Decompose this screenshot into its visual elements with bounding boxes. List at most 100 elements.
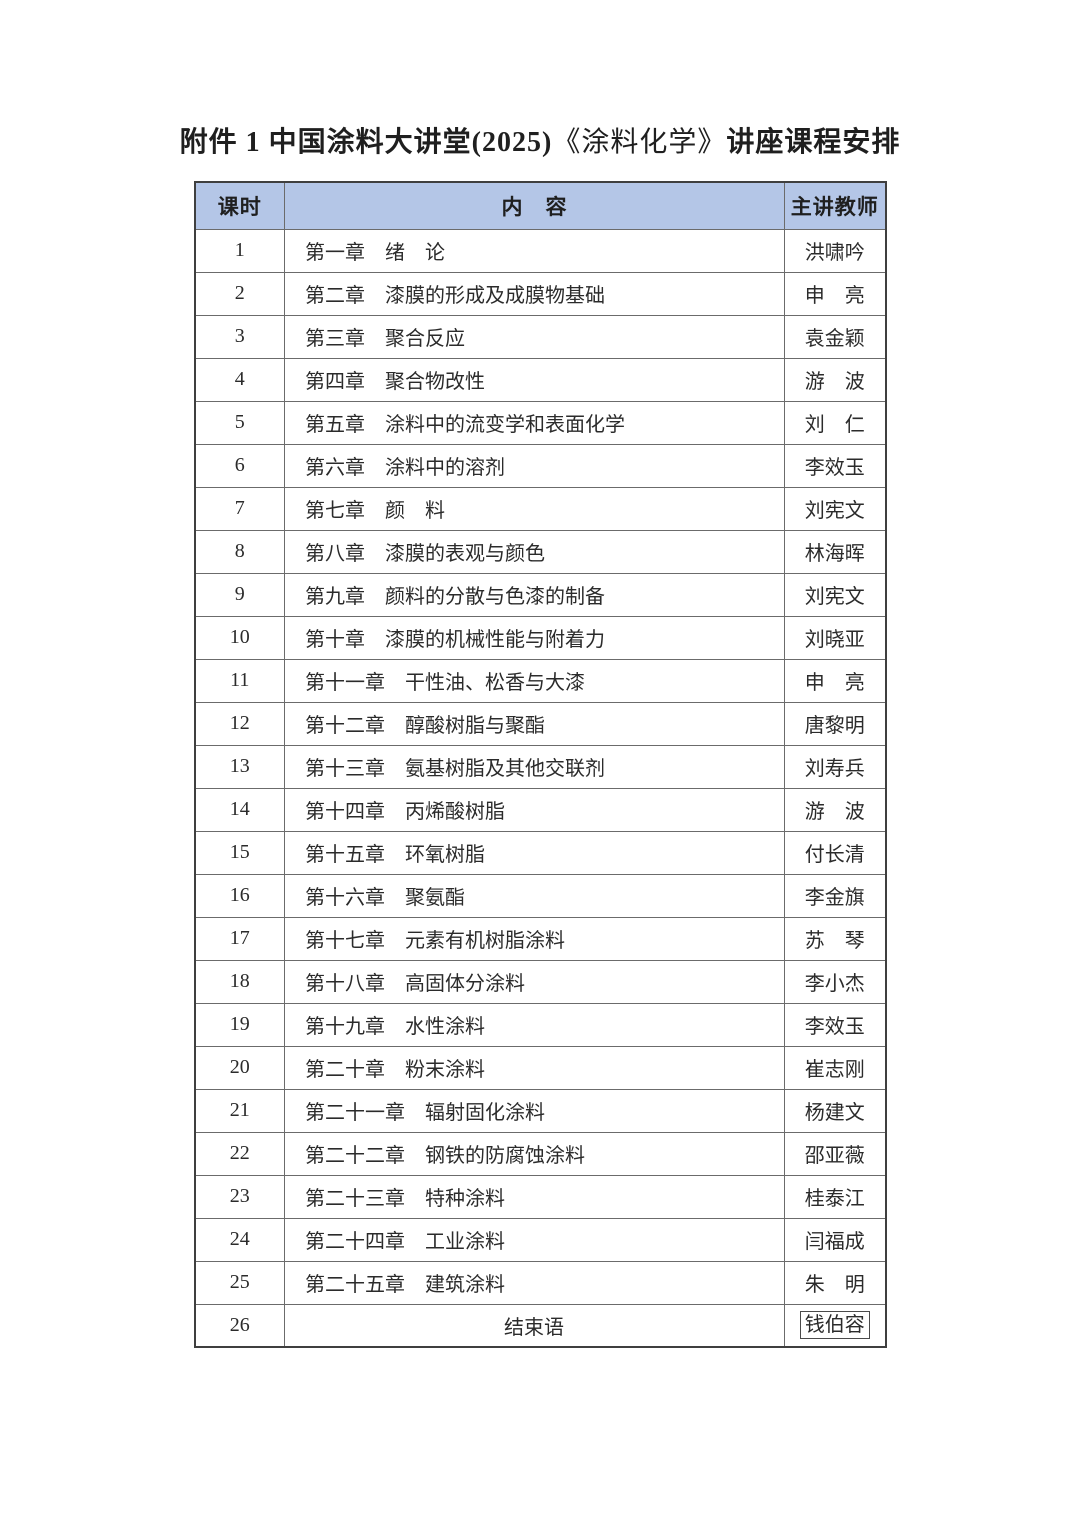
cell-hour: 15 bbox=[194, 830, 285, 875]
cell-hour: 24 bbox=[194, 1217, 285, 1262]
cell-teacher: 闫福成 bbox=[784, 1217, 886, 1262]
cell-content: 第六章 涂料中的溶剂 bbox=[284, 443, 785, 488]
cell-teacher: 游 波 bbox=[784, 357, 886, 402]
cell-content: 第十九章 水性涂料 bbox=[284, 1002, 785, 1047]
cell-hour: 18 bbox=[194, 959, 285, 1004]
cell-content: 第二十二章 钢铁的防腐蚀涂料 bbox=[284, 1131, 785, 1176]
cell-hour: 22 bbox=[194, 1131, 285, 1176]
table-row: 4 第四章 聚合物改性游 波 bbox=[194, 357, 886, 402]
cell-hour: 4 bbox=[194, 357, 285, 402]
table-row: 5 第五章 涂料中的流变学和表面化学刘 仁 bbox=[194, 400, 886, 445]
cell-hour: 2 bbox=[194, 271, 285, 316]
table-row: 23 第二十三章 特种涂料 桂泰江 bbox=[194, 1174, 886, 1219]
cell-hour: 19 bbox=[194, 1002, 285, 1047]
cell-teacher: 刘寿兵 bbox=[784, 744, 886, 789]
cell-hour: 26 bbox=[194, 1303, 285, 1348]
cell-hour: 23 bbox=[194, 1174, 285, 1219]
cell-content: 第十章 漆膜的机械性能与附着力 bbox=[284, 615, 785, 660]
cell-content: 第一章 绪 论 bbox=[284, 228, 785, 273]
title-suffix: 讲座课程安排 bbox=[726, 127, 901, 158]
cell-hour: 12 bbox=[194, 701, 285, 746]
cell-content: 第十八章 高固体分涂料 bbox=[284, 959, 785, 1004]
cell-content: 第九章 颜料的分散与色漆的制备 bbox=[284, 572, 785, 617]
table-row: 7 第七章 颜 料刘宪文 bbox=[194, 486, 886, 531]
cell-content: 第十三章 氨基树脂及其他交联剂 bbox=[284, 744, 785, 789]
cell-hour: 25 bbox=[194, 1260, 285, 1305]
cell-hour: 3 bbox=[194, 314, 285, 359]
cell-content: 第二十一章 辐射固化涂料 bbox=[284, 1088, 785, 1133]
cell-teacher: 袁金颖 bbox=[784, 314, 886, 359]
table-row: 14 第十四章 丙烯酸树脂游 波 bbox=[194, 787, 886, 832]
cell-content: 第二十三章 特种涂料 bbox=[284, 1174, 785, 1219]
page-title: 附件 1 中国涂料大讲堂(2025)《涂料化学》讲座课程安排 bbox=[0, 120, 1080, 160]
table-row: 19 第十九章 水性涂料 李效玉 bbox=[194, 1002, 886, 1047]
cell-teacher: 付长清 bbox=[784, 830, 886, 875]
cell-hour: 14 bbox=[194, 787, 285, 832]
cell-teacher: 崔志刚 bbox=[784, 1045, 886, 1090]
cell-hour: 9 bbox=[194, 572, 285, 617]
cell-content: 第二十五章 建筑涂料 bbox=[284, 1260, 785, 1305]
cell-hour: 11 bbox=[194, 658, 285, 703]
cell-content: 第十七章 元素有机树脂涂料 bbox=[284, 916, 785, 961]
table-row: 9 第九章 颜料的分散与色漆的制备 刘宪文 bbox=[194, 572, 886, 617]
cell-content: 第二十四章 工业涂料 bbox=[284, 1217, 785, 1262]
cell-hour: 5 bbox=[194, 400, 285, 445]
table-row: 17 第十七章 元素有机树脂涂料苏 琴 bbox=[194, 916, 886, 961]
cell-teacher: 申 亮 bbox=[784, 271, 886, 316]
cell-teacher: 李小杰 bbox=[784, 959, 886, 1004]
cell-teacher: 苏 琴 bbox=[784, 916, 886, 961]
table-row: 8 第八章 漆膜的表观与颜色 林海晖 bbox=[194, 529, 886, 574]
cell-content: 第十六章 聚氨酯 bbox=[284, 873, 785, 918]
cell-teacher: 朱 明 bbox=[784, 1260, 886, 1305]
cell-hour: 16 bbox=[194, 873, 285, 918]
table-row: 2 第二章 漆膜的形成及成膜物基础申 亮 bbox=[194, 271, 886, 316]
cell-teacher: 唐黎明 bbox=[784, 701, 886, 746]
table-row: 26 结束语 钱伯容 bbox=[194, 1303, 886, 1348]
cell-content: 第五章 涂料中的流变学和表面化学 bbox=[284, 400, 785, 445]
cell-content: 第四章 聚合物改性 bbox=[284, 357, 785, 402]
cell-hour: 1 bbox=[194, 228, 285, 273]
table-row: 16 第十六章 聚氨酯 李金旗 bbox=[194, 873, 886, 918]
cell-teacher: 杨建文 bbox=[784, 1088, 886, 1133]
table-row: 22 第二十二章 钢铁的防腐蚀涂料 邵亚薇 bbox=[194, 1131, 886, 1176]
cell-teacher: 洪啸吟 bbox=[784, 228, 886, 273]
cell-content: 第二十章 粉末涂料 bbox=[284, 1045, 785, 1090]
table-header-row: 课时 内 容 主讲教师 bbox=[194, 181, 886, 230]
table-row: 25 第二十五章 建筑涂料朱 明 bbox=[194, 1260, 886, 1305]
cell-hour: 17 bbox=[194, 916, 285, 961]
cell-teacher: 刘宪文 bbox=[784, 572, 886, 617]
cell-teacher: 刘宪文 bbox=[784, 486, 886, 531]
cell-hour: 20 bbox=[194, 1045, 285, 1090]
cell-hour: 6 bbox=[194, 443, 285, 488]
course-schedule-table: 课时 内 容 主讲教师 1 第一章 绪 论洪啸吟 2 第二章 漆膜的形成及成膜物基础申… bbox=[193, 181, 887, 1348]
header-teacher: 主讲教师 bbox=[784, 181, 886, 230]
cell-hour: 13 bbox=[194, 744, 285, 789]
cell-content: 第十一章 干性油、松香与大漆 bbox=[284, 658, 785, 703]
cell-teacher: 李金旗 bbox=[784, 873, 886, 918]
table-row: 15 第十五章 环氧树脂 付长清 bbox=[194, 830, 886, 875]
table-row: 18 第十八章 高固体分涂料 李小杰 bbox=[194, 959, 886, 1004]
cell-content: 第十四章 丙烯酸树脂 bbox=[284, 787, 785, 832]
cell-teacher: 邵亚薇 bbox=[784, 1131, 886, 1176]
table-row: 24 第二十四章 工业涂料 闫福成 bbox=[194, 1217, 886, 1262]
cell-content: 第十五章 环氧树脂 bbox=[284, 830, 785, 875]
cell-content: 第十二章 醇酸树脂与聚酯 bbox=[284, 701, 785, 746]
table-body: 1 第一章 绪 论洪啸吟 2 第二章 漆膜的形成及成膜物基础申 亮 3 第三章 聚合反应袁… bbox=[194, 228, 886, 1348]
cell-hour: 7 bbox=[194, 486, 285, 531]
cell-teacher: 申 亮 bbox=[784, 658, 886, 703]
table-row: 11 第十一章 干性油、松香与大漆申 亮 bbox=[194, 658, 886, 703]
title-prefix: 附件 1 中国涂料大讲堂(2025) bbox=[179, 127, 553, 158]
table-row: 10 第十章 漆膜的机械性能与附着力 刘晓亚 bbox=[194, 615, 886, 660]
cell-teacher: 李效玉 bbox=[784, 443, 886, 488]
cell-teacher: 刘晓亚 bbox=[784, 615, 886, 660]
title-book-name: 《涂料化学》 bbox=[552, 127, 727, 158]
header-content: 内 容 bbox=[284, 181, 785, 230]
cell-teacher: 李效玉 bbox=[784, 1002, 886, 1047]
cell-hour: 8 bbox=[194, 529, 285, 574]
teacher-name-box: 钱伯容 bbox=[799, 1311, 870, 1340]
cell-hour: 10 bbox=[194, 615, 285, 660]
cell-teacher: 桂泰江 bbox=[784, 1174, 886, 1219]
table-row: 12 第十二章 醇酸树脂与聚酯 唐黎明 bbox=[194, 701, 886, 746]
cell-content: 第二章 漆膜的形成及成膜物基础 bbox=[284, 271, 785, 316]
